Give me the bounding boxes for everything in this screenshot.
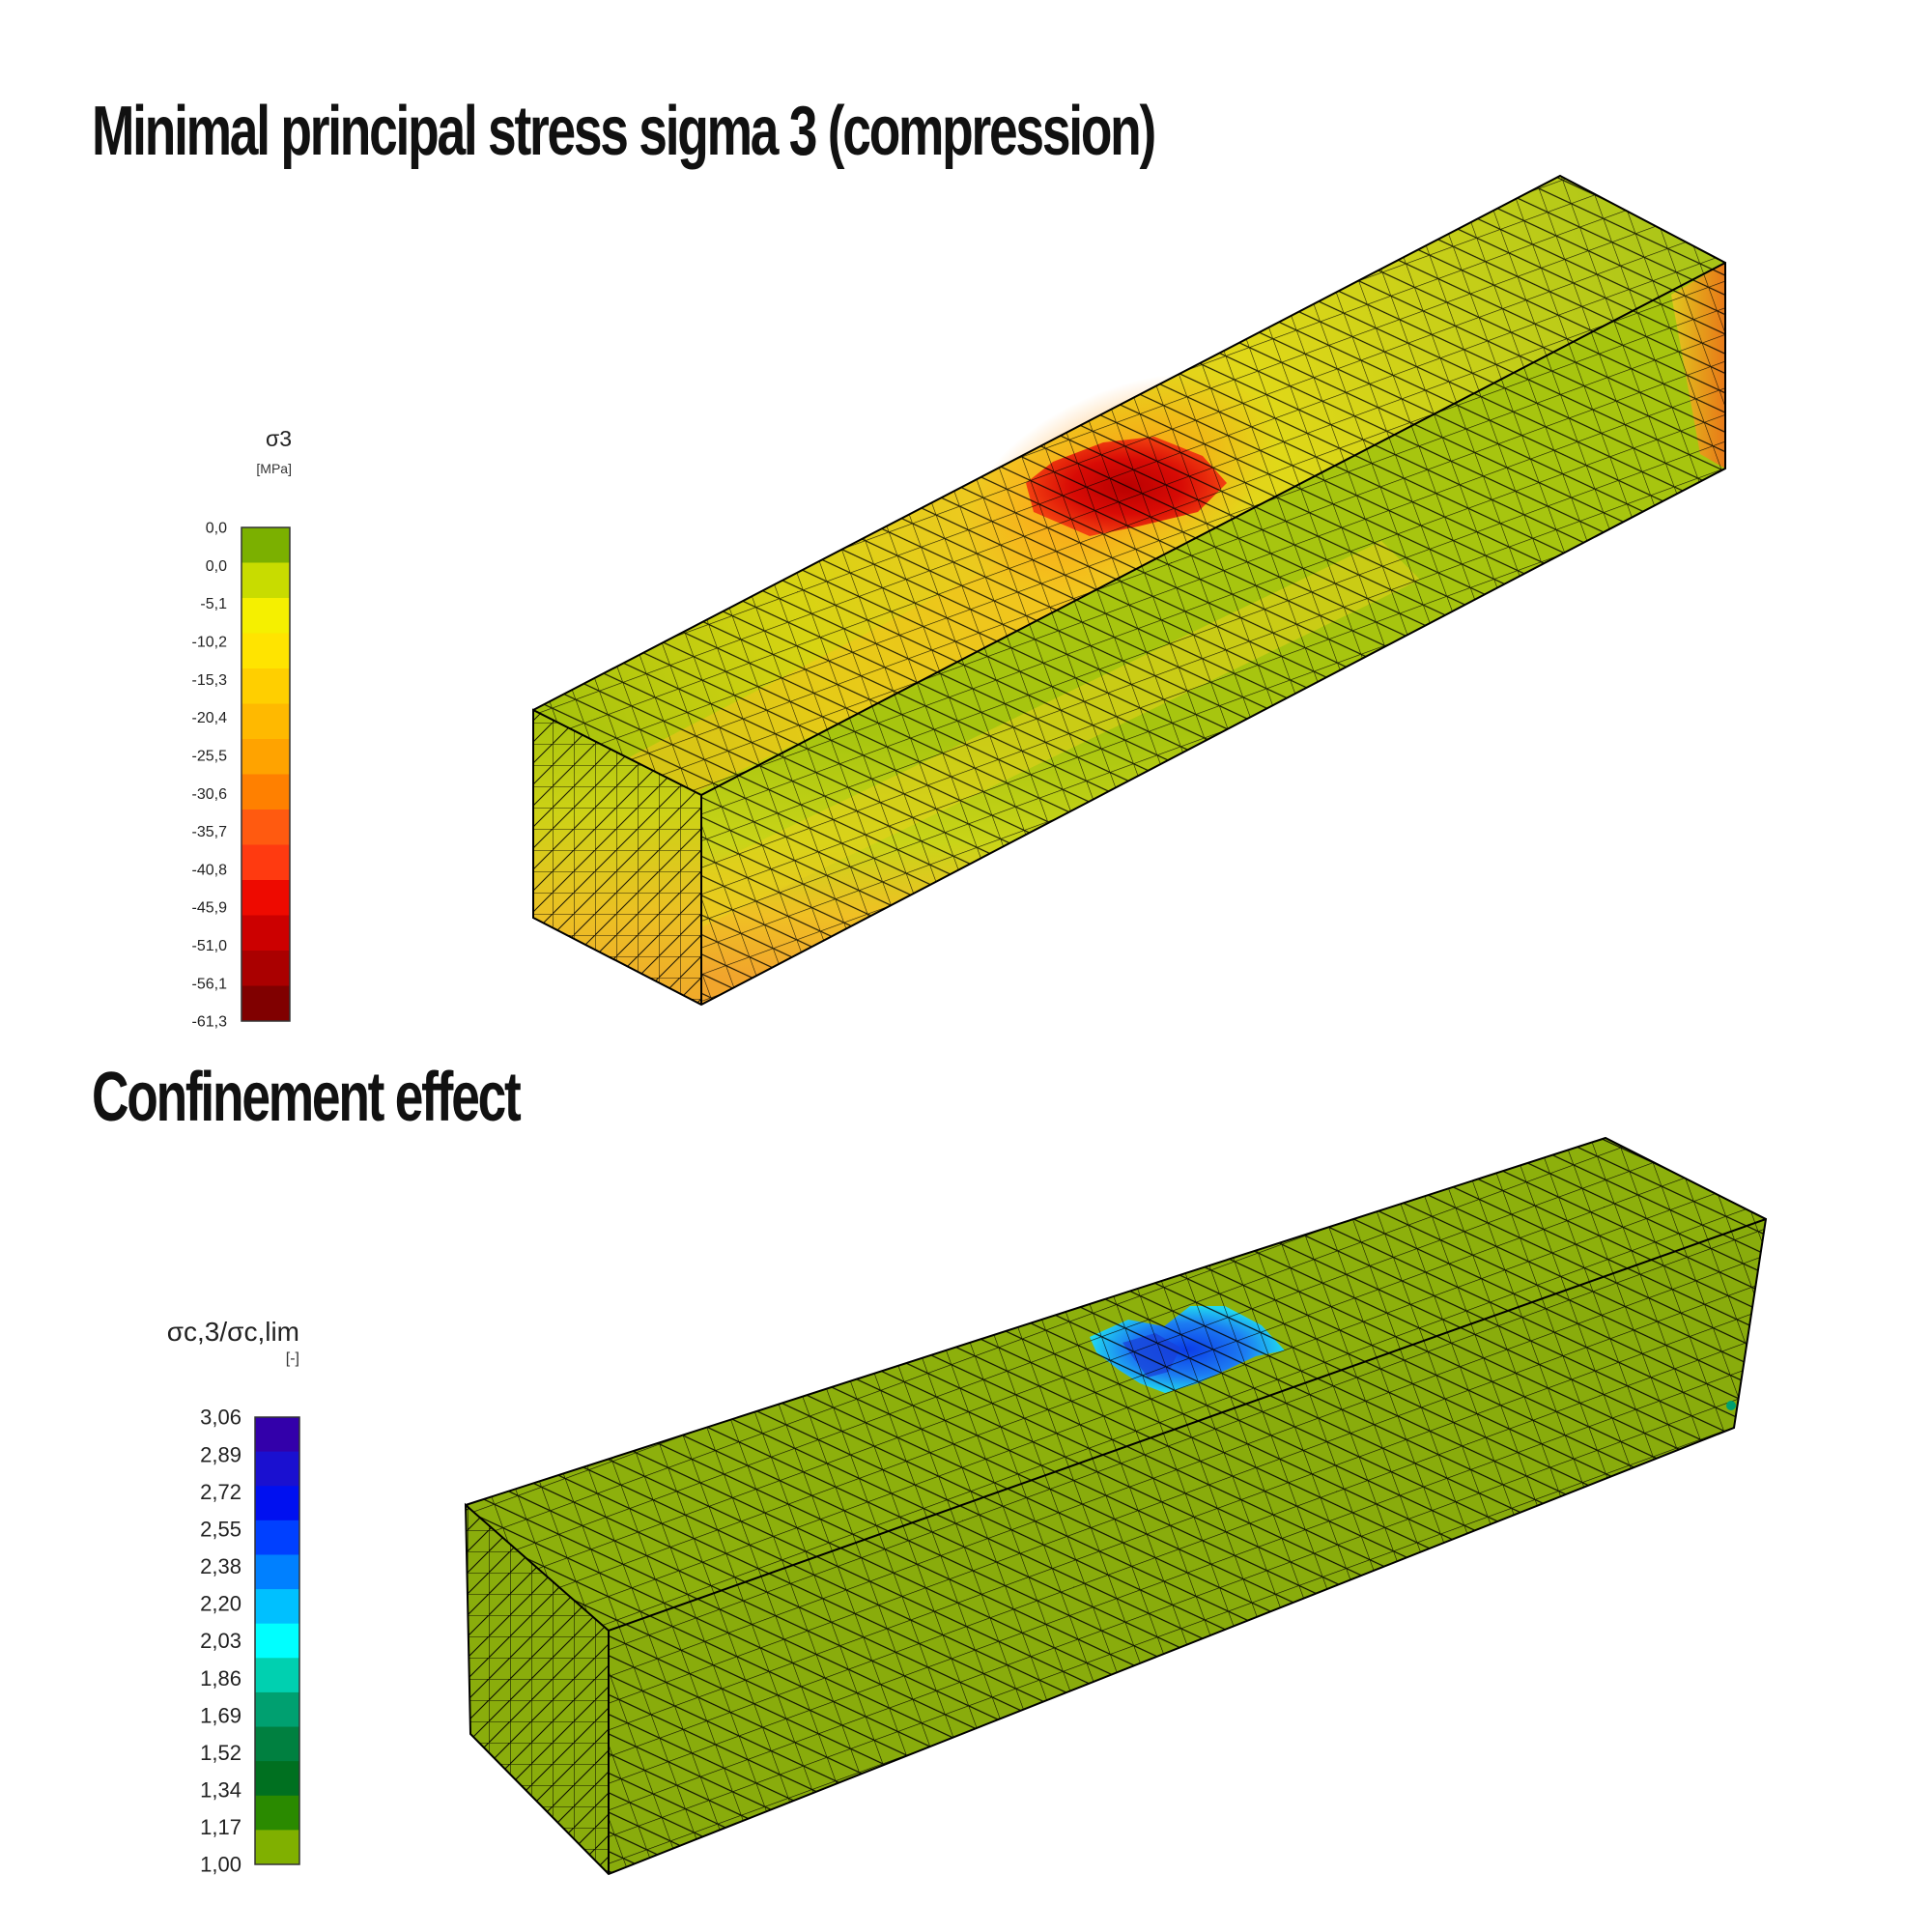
legend-confinement-tick-label: 2,03 <box>200 1629 242 1653</box>
legend-stress-tick-label: -45,9 <box>192 900 228 917</box>
legend-stress-swatch <box>242 951 290 986</box>
panel-title-stress: Minimal principal stress sigma 3 (compre… <box>92 93 1156 170</box>
legend-stress-swatch <box>242 810 290 845</box>
legend-confinement-swatch <box>255 1451 299 1487</box>
legend-stress-swatch <box>242 915 290 952</box>
legend-stress-swatch <box>242 985 290 1022</box>
legend-stress-swatch <box>242 598 290 634</box>
legend-stress-swatch <box>242 739 290 775</box>
legend-stress-swatch <box>242 844 290 881</box>
legend-confinement-tick-label: 1,69 <box>200 1703 242 1727</box>
legend-stress-tick-label: -15,3 <box>192 672 228 689</box>
legend-title-confinement: σc,3/σc,lim <box>166 1317 299 1347</box>
legend-stress-swatch <box>242 880 290 916</box>
panel-title-confinement: Confinement effect <box>92 1059 522 1136</box>
legend-confinement-swatch <box>255 1486 299 1521</box>
legend-stress-swatch <box>242 668 290 704</box>
legend-confinement: 3,06 2,89 2,72 2,55 2,38 2,20 2,03 1,86 1,69 1,52… <box>200 1406 300 1877</box>
legend-confinement-swatch <box>255 1795 299 1831</box>
legend-unit-stress: [MPa] <box>256 461 292 476</box>
legend-confinement-swatch <box>255 1623 299 1659</box>
legend-confinement-tick-label: 1,00 <box>200 1853 242 1877</box>
legend-stress-tick-label: -61,3 <box>192 1014 228 1031</box>
confinement-beam-mesh-side <box>609 1219 1766 1874</box>
legend-confinement-tick-label: 2,20 <box>200 1592 242 1616</box>
legend-stress-swatch <box>242 633 290 669</box>
legend-stress-tick-label: -25,5 <box>192 748 228 764</box>
legend-stress-tick-label: -10,2 <box>192 635 228 651</box>
legend-confinement-tick-label: 1,52 <box>200 1741 242 1765</box>
legend-stress-tick-label: -51,0 <box>192 938 228 954</box>
legend-confinement-swatch <box>255 1520 299 1555</box>
legend-confinement-tick-label: 1,34 <box>200 1778 242 1803</box>
legend-confinement-tick-label: 3,06 <box>200 1406 242 1430</box>
legend-confinement-swatch <box>255 1589 299 1625</box>
legend-stress-tick-label: -40,8 <box>192 862 228 878</box>
legend-confinement-tick-label: 2,55 <box>200 1517 242 1541</box>
confinement-beam <box>464 1136 1768 1876</box>
stress-beam <box>532 174 1726 1007</box>
legend-confinement-swatch <box>255 1726 299 1762</box>
legend-confinement-swatch <box>255 1658 299 1693</box>
stress-beam-mesh-front <box>533 710 701 1005</box>
legend-stress-swatch <box>242 774 290 810</box>
stress-beam-mesh-top <box>533 176 1725 795</box>
legend-stress-tick-label: -5,1 <box>200 596 227 612</box>
legend-confinement-tick-label: 2,89 <box>200 1442 242 1466</box>
legend-title-stress: σ3 <box>266 426 292 451</box>
legend-stress-tick-label: -20,4 <box>192 710 228 726</box>
legend-confinement-tick-label: 2,38 <box>200 1554 242 1578</box>
legend-confinement-swatch <box>255 1830 299 1865</box>
legend-confinement-swatch <box>255 1691 299 1728</box>
legend-confinement-tick-label: 1,86 <box>200 1666 242 1690</box>
legend-stress-tick-label: -56,1 <box>192 976 228 992</box>
stress-beam-mesh-side <box>701 263 1725 1005</box>
confinement-beam-mesh-front <box>466 1505 609 1874</box>
legend-stress-swatch <box>242 703 290 740</box>
legend-confinement-tick-label: 1,17 <box>200 1815 242 1839</box>
legend-unit-confinement: [-] <box>285 1350 299 1367</box>
legend-stress-frame <box>241 526 291 1022</box>
confinement-corner-spot <box>1726 1401 1736 1410</box>
legend-stress: 0,0 0,0 -5,1 -10,2 -15,3 -20,4 -25,5 -30,6 -35,7… <box>192 521 291 1031</box>
legend-confinement-swatch <box>255 1761 299 1797</box>
legend-stress-tick-label: -30,6 <box>192 786 228 803</box>
legend-stress-swatch <box>242 527 290 563</box>
legend-stress-tick-label: 0,0 <box>206 521 227 537</box>
legend-confinement-swatch <box>255 1417 299 1453</box>
legend-stress-tick-label: 0,0 <box>206 558 227 575</box>
legend-confinement-swatch <box>255 1554 299 1590</box>
confinement-beam-mesh-top <box>466 1138 1766 1631</box>
legend-stress-tick-label: -35,7 <box>192 824 228 840</box>
legend-confinement-frame <box>254 1416 300 1865</box>
legend-stress-swatch <box>242 562 290 599</box>
legend-confinement-tick-label: 2,72 <box>200 1480 242 1504</box>
